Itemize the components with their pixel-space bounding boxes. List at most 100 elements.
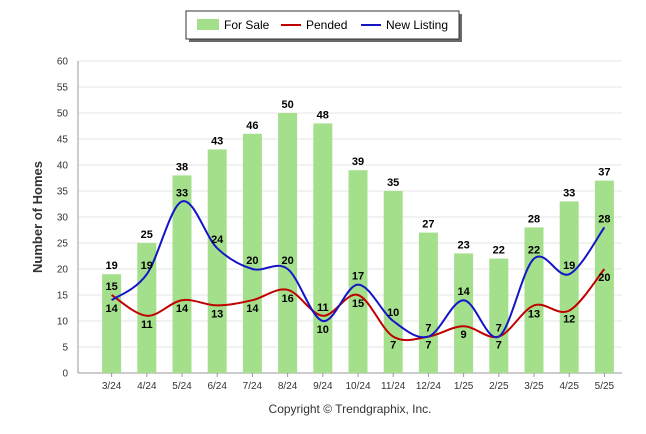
pended-value-label: 15 xyxy=(352,298,364,310)
pended-value-label: 7 xyxy=(425,340,431,352)
new-listing-value-label: 22 xyxy=(528,245,540,257)
new-listing-value-label: 14 xyxy=(105,303,118,315)
new-listing-value-label: 24 xyxy=(211,234,224,246)
legend-label-pended: Pended xyxy=(306,18,347,32)
line-new-listing xyxy=(111,200,606,339)
pended-value-label: 11 xyxy=(317,302,329,314)
x-tick-label: 3/25 xyxy=(524,381,544,392)
data-labels: 19 25 38 43 46 50 48 39 35 27 23 22 28 33 37 15 11 14 13 14… xyxy=(105,99,610,352)
new-listing-value-label: 17 xyxy=(352,271,364,283)
x-tick-label: 2/25 xyxy=(489,381,509,392)
legend: For Sale Pended New Listing xyxy=(185,10,462,42)
new-listing-value-label: 10 xyxy=(317,324,329,336)
x-tick-label: 10/24 xyxy=(345,381,370,392)
pended-value-label: 20 xyxy=(598,272,610,284)
legend-label-new-listing: New Listing xyxy=(386,18,448,32)
bar-value-label: 19 xyxy=(105,260,117,272)
new-listing-value-label: 10 xyxy=(387,307,399,319)
line-pended xyxy=(111,268,606,342)
y-tick-label: 60 xyxy=(57,57,69,68)
y-tick-label: 10 xyxy=(57,317,69,328)
copyright-text: Copyright © Trendgraphix, Inc. xyxy=(269,402,432,416)
x-tick-label: 4/24 xyxy=(137,381,157,392)
bar-value-label: 46 xyxy=(246,120,258,132)
new-listing-value-label: 33 xyxy=(176,187,188,199)
new-listing-value-label: 20 xyxy=(281,255,293,267)
bar-value-label: 22 xyxy=(493,245,505,257)
new-listing-value-label: 19 xyxy=(141,260,153,272)
bar-value-label: 50 xyxy=(281,99,293,111)
y-tick-label: 30 xyxy=(57,213,69,224)
pended-value-label: 9 xyxy=(461,329,467,341)
x-tick-label: 5/25 xyxy=(595,381,615,392)
x-tick-label: 7/24 xyxy=(243,381,263,392)
x-tick-label: 4/25 xyxy=(559,381,579,392)
legend-swatch-for-sale xyxy=(197,19,219,30)
x-axis: 3/24 4/24 5/24 6/24 7/24 8/24 9/24 10/24 11/24 12… xyxy=(102,373,615,392)
bar-value-label: 43 xyxy=(211,135,223,147)
new-listing-value-label: 7 xyxy=(425,323,431,335)
pended-value-label: 13 xyxy=(528,308,540,320)
pended-value-label: 7 xyxy=(390,340,396,352)
bar xyxy=(559,201,579,373)
y-axis: 0 5 10 15 20 25 30 35 40 45 50 55 60 xyxy=(57,57,69,380)
pended-value-label: 13 xyxy=(211,308,223,320)
x-tick-label: 6/24 xyxy=(207,381,227,392)
bar xyxy=(348,170,368,373)
bar xyxy=(594,180,614,373)
bar xyxy=(418,232,438,373)
pended-value-label: 12 xyxy=(563,314,575,326)
x-tick-label: 12/24 xyxy=(416,381,441,392)
bar-value-label: 37 xyxy=(598,167,610,179)
bar xyxy=(137,243,157,373)
bar xyxy=(313,123,333,374)
bar xyxy=(489,258,509,373)
bar xyxy=(383,191,403,373)
bar-value-label: 48 xyxy=(317,109,329,121)
y-tick-label: 5 xyxy=(62,343,68,354)
pended-value-label: 16 xyxy=(281,293,293,305)
bar-series-for-sale xyxy=(102,113,614,374)
y-axis-title: Number of Homes xyxy=(30,161,45,273)
pended-value-label: 14 xyxy=(246,303,259,315)
new-listing-value-label: 28 xyxy=(598,213,610,225)
pended-value-label: 7 xyxy=(496,340,502,352)
y-tick-label: 40 xyxy=(57,161,69,172)
bar-value-label: 39 xyxy=(352,156,364,168)
new-listing-value-label: 14 xyxy=(457,286,470,298)
y-tick-label: 25 xyxy=(57,239,69,250)
bar xyxy=(242,133,262,373)
bar-value-label: 33 xyxy=(563,187,575,199)
bar xyxy=(278,113,298,373)
x-tick-label: 3/24 xyxy=(102,381,122,392)
bar-value-label: 23 xyxy=(457,239,469,251)
y-tick-label: 55 xyxy=(57,83,69,94)
bar xyxy=(172,175,192,373)
y-tick-label: 45 xyxy=(57,135,69,146)
pended-value-label: 14 xyxy=(176,303,189,315)
y-tick-label: 50 xyxy=(57,109,69,120)
pended-value-label: 11 xyxy=(141,319,153,331)
bar-value-label: 35 xyxy=(387,177,399,189)
bar-value-label: 25 xyxy=(141,229,153,241)
bar-value-label: 38 xyxy=(176,161,188,173)
y-tick-label: 15 xyxy=(57,291,69,302)
legend-label-for-sale: For Sale xyxy=(224,18,270,32)
y-tick-label: 35 xyxy=(57,187,69,198)
x-tick-label: 5/24 xyxy=(172,381,192,392)
x-tick-label: 8/24 xyxy=(278,381,298,392)
x-tick-label: 11/24 xyxy=(381,381,406,392)
line-series xyxy=(111,200,606,342)
pended-value-label: 15 xyxy=(105,281,117,293)
bar xyxy=(207,149,227,373)
x-tick-label: 1/25 xyxy=(454,381,474,392)
y-tick-label: 0 xyxy=(62,369,68,380)
bar-value-label: 27 xyxy=(422,219,434,231)
new-listing-value-label: 19 xyxy=(563,260,575,272)
y-tick-label: 20 xyxy=(57,265,69,276)
bar-value-label: 28 xyxy=(528,213,540,225)
new-listing-value-label: 20 xyxy=(246,255,258,267)
bar xyxy=(454,253,474,373)
legend-box xyxy=(185,10,460,40)
